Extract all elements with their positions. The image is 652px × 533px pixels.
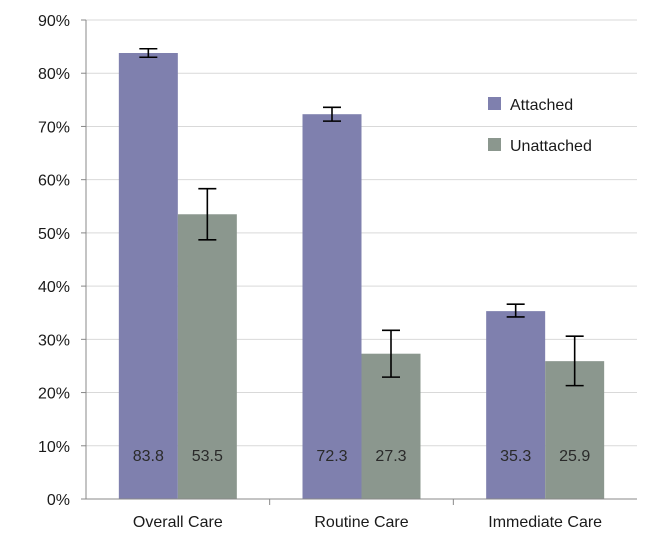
bar-overall-care-attached: [118, 52, 178, 500]
data-label: 35.3: [500, 448, 531, 465]
y-tick-label: 60%: [38, 173, 70, 190]
y-tick-label: 20%: [38, 386, 70, 403]
bar-immediate-care-attached: [486, 311, 546, 499]
y-tick-label: 50%: [38, 226, 70, 243]
y-tick-label: 80%: [38, 66, 70, 83]
y-tick-label: 30%: [38, 332, 70, 349]
data-label: 27.3: [375, 448, 406, 465]
bar-overall-care-unattached: [177, 214, 237, 499]
y-tick-label: 0%: [47, 492, 70, 509]
data-label: 25.9: [559, 448, 590, 465]
x-tick-label: Routine Care: [314, 514, 408, 531]
legend-swatch: [488, 97, 501, 110]
data-label: 53.5: [192, 448, 223, 465]
x-tick-label: Immediate Care: [488, 514, 602, 531]
data-label: 83.8: [133, 448, 164, 465]
x-tick-label: Overall Care: [133, 514, 223, 531]
y-tick-label: 70%: [38, 119, 70, 136]
y-tick-label: 40%: [38, 279, 70, 296]
bars: [118, 52, 605, 500]
data-labels: 83.8 53.5 72.3 27.3 35.3 25.9: [133, 448, 591, 465]
x-axis: Overall Care Routine Care Immediate Care: [86, 498, 637, 531]
y-axis: 0% 10% 20% 30% 40% 50% 60% 70% 80% 90%: [38, 13, 87, 509]
bar-routine-care-attached: [302, 114, 362, 499]
y-tick-label: 10%: [38, 439, 70, 456]
legend-label: Attached: [510, 97, 573, 114]
error-bars: [139, 47, 584, 387]
legend-label: Unattached: [510, 138, 592, 155]
y-tick-label: 90%: [38, 13, 70, 30]
legend-swatch: [488, 138, 501, 151]
legend: Attached Unattached: [488, 97, 592, 155]
data-label: 72.3: [316, 448, 347, 465]
